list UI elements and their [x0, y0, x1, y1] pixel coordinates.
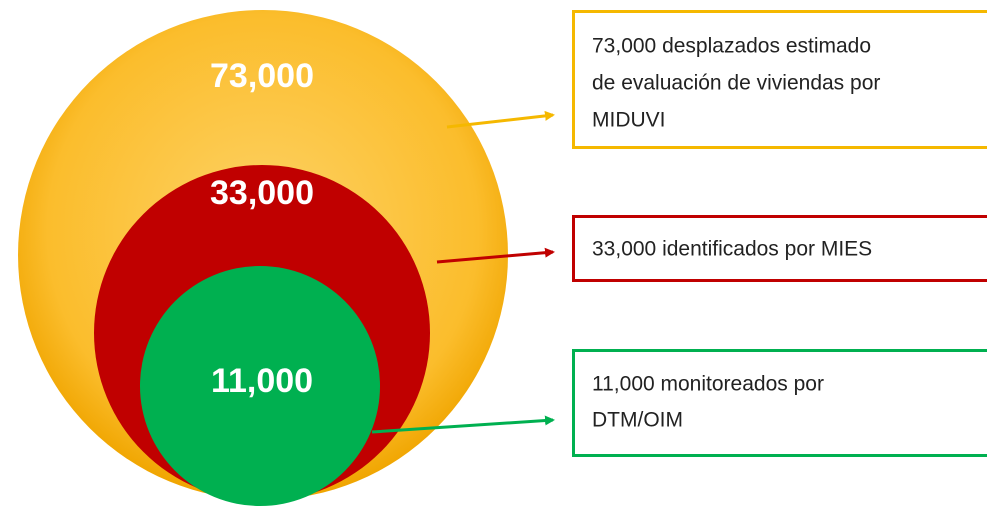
description-line: 11,000 monitoreados por [592, 373, 824, 396]
description-line: 33,000 identificados por MIES [592, 238, 872, 261]
description-line: DTM/OIM [592, 409, 683, 432]
description-box [574, 351, 987, 456]
description-line: MIDUVI [592, 109, 666, 132]
circle-label: 11,000 [211, 362, 313, 400]
circle-label: 73,000 [210, 57, 314, 95]
description-line: de evaluación de viviendas por [592, 72, 880, 95]
circle-label: 33,000 [210, 174, 314, 212]
description-line: 73,000 desplazados estimado [592, 35, 871, 58]
